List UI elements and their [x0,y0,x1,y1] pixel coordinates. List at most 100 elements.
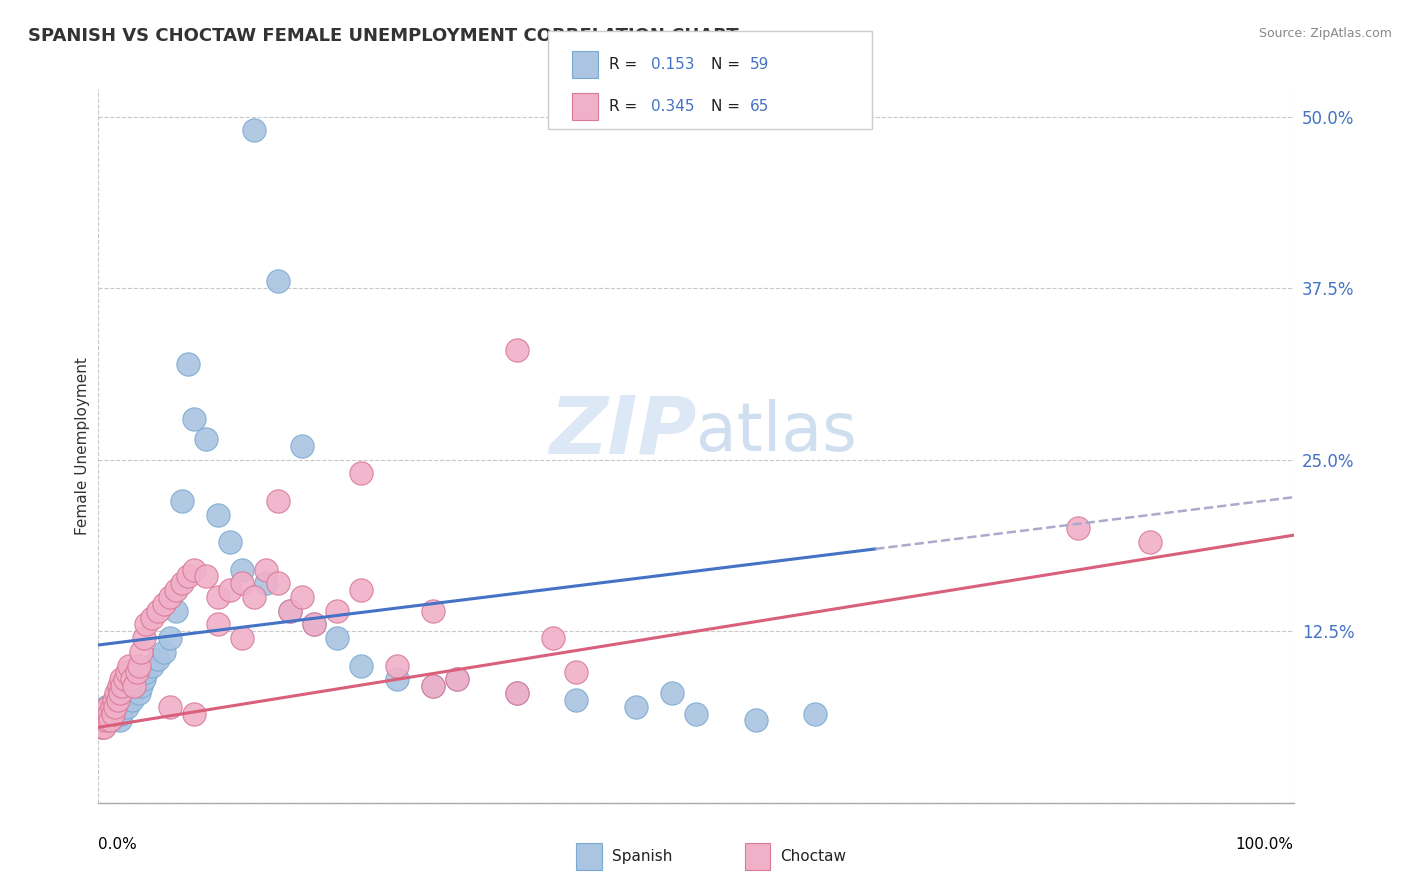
Point [103,706,125,721]
Point [141,658,163,673]
Text: Choctaw: Choctaw [780,849,846,863]
Point [131,679,153,693]
Point [121,673,143,687]
Point [104,693,127,707]
Point [124,679,146,693]
Point [422,604,444,618]
Point [745,714,768,728]
Point [385,673,409,687]
Point [121,693,143,707]
Point [148,604,170,618]
Point [98,706,122,721]
Point [100,699,122,714]
Point [177,357,200,371]
Text: R =: R = [609,57,643,71]
Point [350,658,373,673]
Point [278,604,301,618]
Text: R =: R = [609,99,643,113]
Text: 0.153: 0.153 [651,57,695,71]
Point [183,411,205,425]
Point [302,617,325,632]
Point [91,720,114,734]
Point [278,604,301,618]
Point [183,706,205,721]
Point [101,699,124,714]
Point [153,597,176,611]
Point [565,693,588,707]
Point [422,679,444,693]
Point [135,617,157,632]
Text: 100.0%: 100.0% [1236,837,1294,852]
Point [350,583,373,598]
Point [506,343,529,357]
Point [1139,535,1161,549]
Point [172,494,194,508]
Point [385,658,409,673]
Point [128,658,150,673]
Point [103,693,125,707]
Point [93,720,115,734]
Text: atlas: atlas [696,399,856,465]
Point [105,699,128,714]
Point [165,583,187,598]
Point [91,706,114,721]
Point [219,535,242,549]
Point [231,576,253,591]
Point [207,590,229,604]
Point [107,706,129,721]
Point [98,714,122,728]
Point [290,590,312,604]
Point [148,651,170,665]
Point [108,714,131,728]
Point [231,562,253,576]
Point [107,679,129,693]
Point [100,714,122,728]
Text: Source: ZipAtlas.com: Source: ZipAtlas.com [1258,27,1392,40]
Point [111,679,134,693]
Point [108,686,131,700]
Point [159,590,181,604]
Point [135,665,157,680]
Point [132,631,155,645]
Point [172,576,194,591]
Point [183,562,205,576]
Point [804,706,827,721]
Point [446,673,468,687]
Point [165,604,187,618]
Text: 59: 59 [749,57,769,71]
Point [243,590,266,604]
Point [565,665,588,680]
Point [125,673,148,687]
Point [207,617,229,632]
Point [267,274,290,288]
Point [290,439,312,453]
Point [661,686,683,700]
Point [90,714,112,728]
Point [111,699,134,714]
Point [94,699,117,714]
Point [104,699,127,714]
Point [118,658,141,673]
Point [422,679,444,693]
Point [207,508,229,522]
Point [110,706,132,721]
Text: 0.0%: 0.0% [98,837,138,852]
Point [541,631,564,645]
Point [141,610,163,624]
Point [93,714,115,728]
Point [97,714,120,728]
Point [96,706,118,721]
Point [110,673,132,687]
Point [153,645,176,659]
Point [267,494,290,508]
Point [254,576,277,591]
Point [115,665,138,680]
Point [219,583,242,598]
Point [506,686,529,700]
Point [254,562,277,576]
Point [194,432,217,446]
Y-axis label: Female Unemployment: Female Unemployment [75,357,90,535]
Point [101,706,124,721]
Point [114,673,136,687]
Point [114,693,136,707]
